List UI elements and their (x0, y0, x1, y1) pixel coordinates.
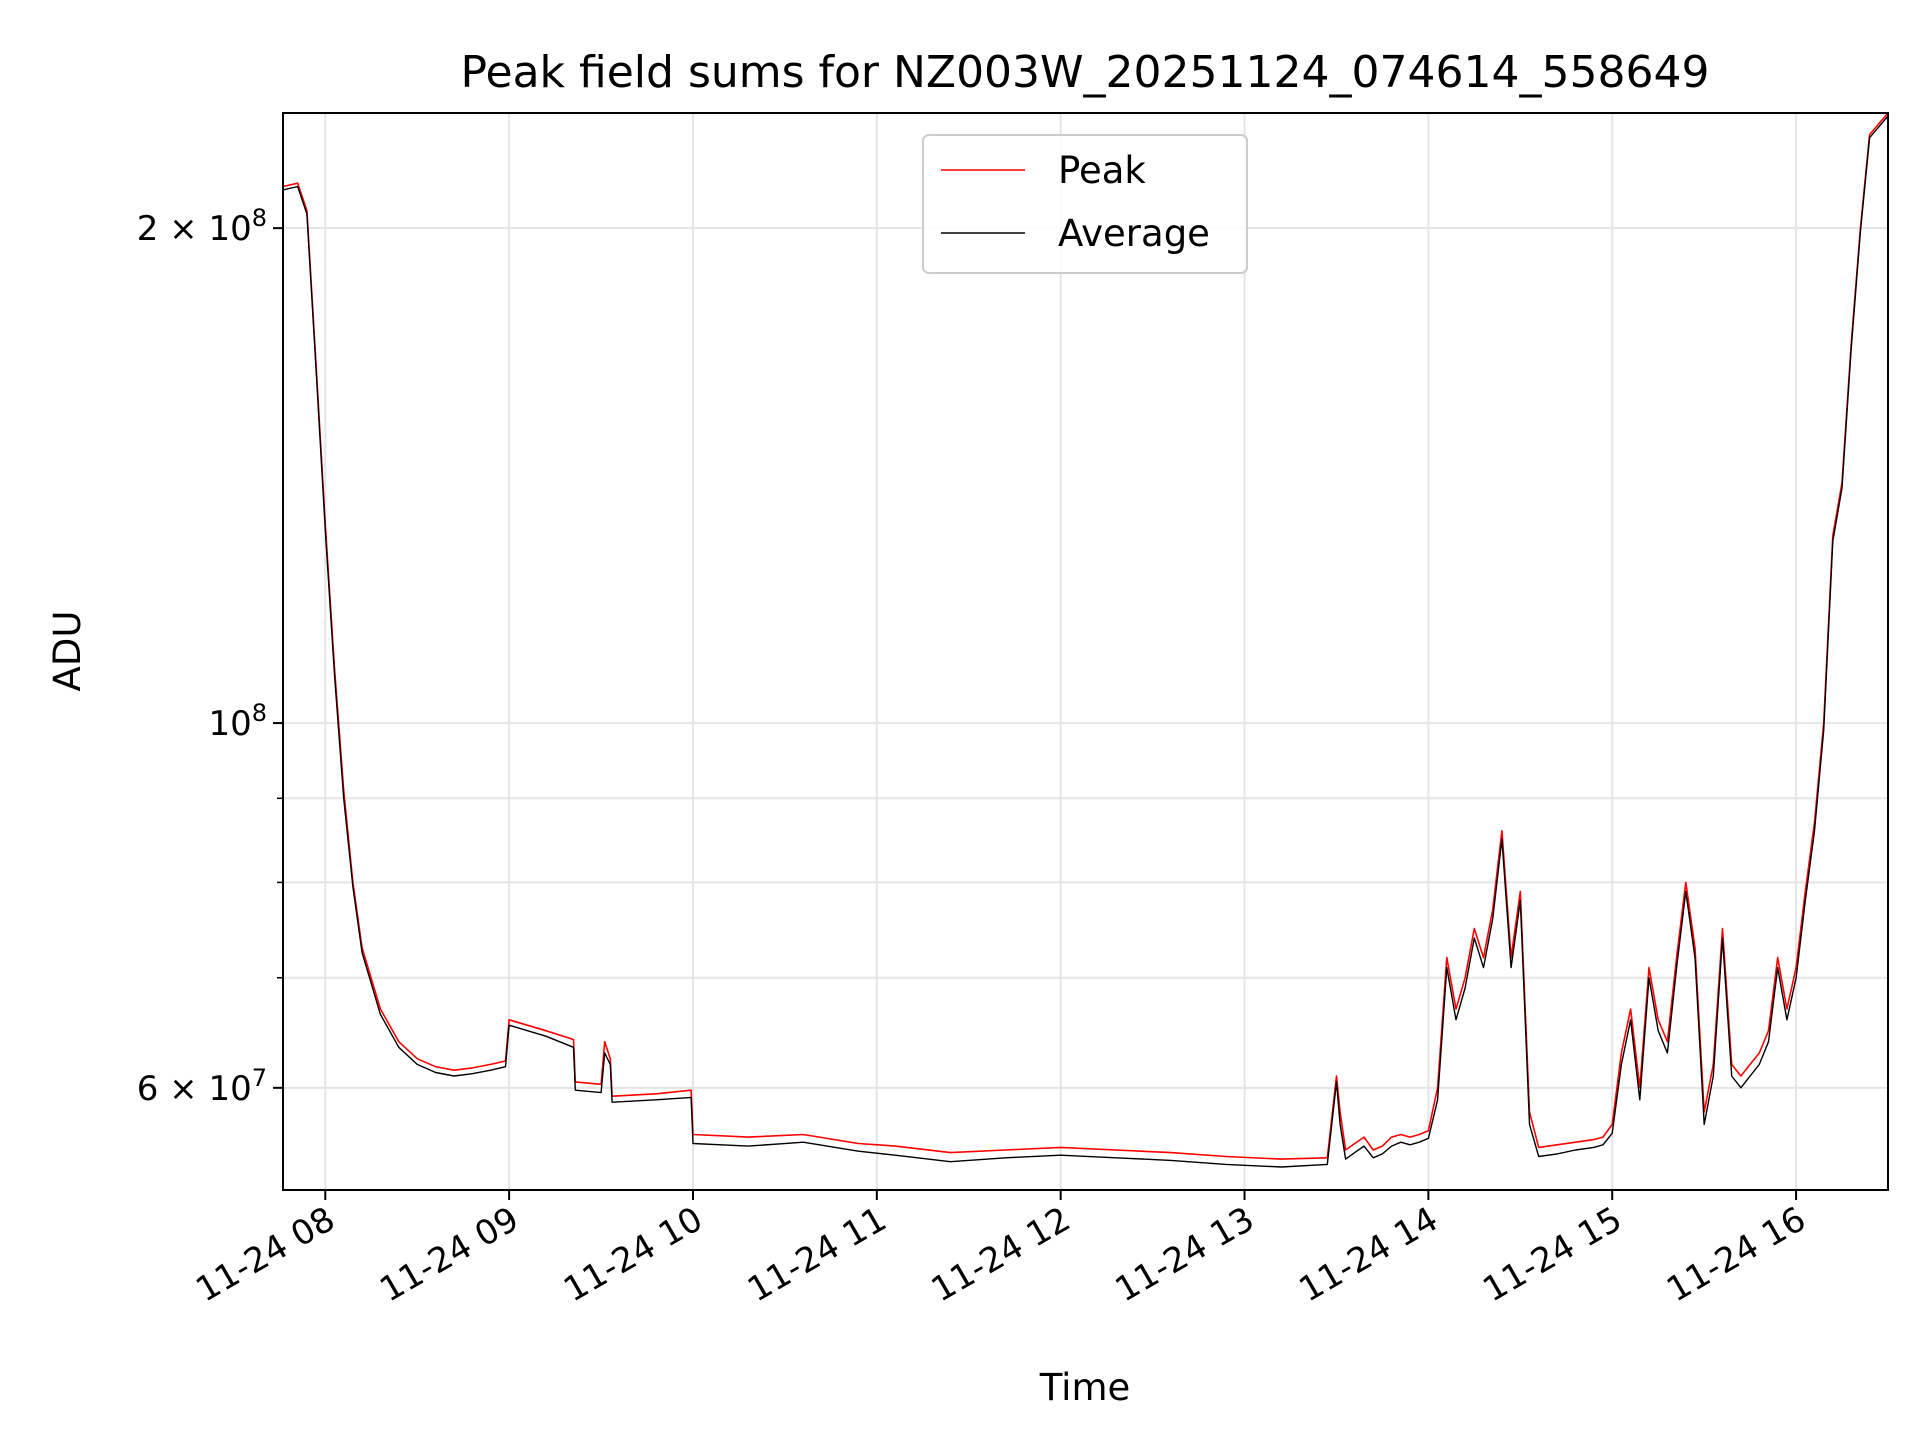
y-tick-label: 6 × 107 (137, 1064, 267, 1109)
series-layer (282, 112, 1889, 1168)
legend: Peak Average (922, 134, 1248, 274)
chart-title: Peak field sums for NZ003W_20251124_0746… (461, 47, 1710, 98)
y-axis-label: ADU (46, 611, 89, 692)
series-line-average (282, 115, 1889, 1168)
legend-label-peak: Peak (1058, 149, 1146, 192)
x-axis-label: Time (1039, 1366, 1131, 1409)
y-tick-label: 108 (208, 699, 267, 744)
legend-label-average: Average (1058, 212, 1210, 255)
plot-frame (282, 112, 1889, 1191)
grid-lines (283, 113, 1888, 1190)
y-tick-label: 2 × 108 (137, 204, 267, 249)
